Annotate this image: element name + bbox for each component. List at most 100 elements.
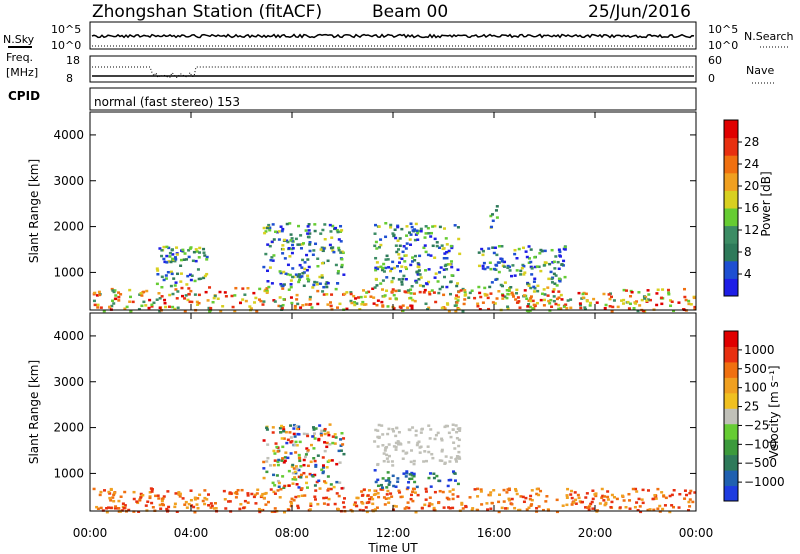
echo-cell [298,278,302,282]
echo-cell [435,241,439,244]
echo-cell [379,265,383,269]
echo-cell [308,295,312,299]
echo-cell [313,280,317,284]
echo-cell [386,258,390,261]
echo-cell [490,225,494,229]
echo-cell [255,492,259,495]
echo-cell [588,304,592,307]
echo-cell [327,433,331,437]
echo-cell [102,309,106,313]
echo-cell [630,291,634,294]
echo-cell [494,263,498,267]
echo-cell [442,293,446,297]
echo-cell [409,263,413,267]
echo-cell [319,232,323,235]
echo-cell [336,282,340,285]
echo-cell [234,496,238,499]
echo-cell [620,494,624,498]
echo-cell [271,426,275,429]
echo-cell [290,301,294,305]
echo-cell [340,263,344,267]
colorbar-swatch [724,408,738,425]
echo-cell [376,435,380,439]
echo-cell [445,268,449,271]
echo-cell [492,489,496,492]
echo-cell [276,450,280,453]
echo-cell [643,297,647,300]
echo-cell [326,503,330,506]
echo-cell [502,265,506,268]
echo-cell [304,453,308,456]
echo-cell [183,297,187,300]
echo-cell [119,293,123,296]
echo-cell [278,296,282,299]
echo-cell [292,432,296,436]
echo-cell [457,444,461,448]
echo-cell [309,504,313,508]
echo-cell [171,305,175,309]
echo-cell [285,441,289,445]
echo-cell [542,304,546,307]
echo-cell [455,460,459,463]
echo-cell [668,510,672,514]
echo-cell [677,506,681,509]
echo-cell [313,459,317,463]
echo-cell [270,240,274,244]
nsearch-label: N.Search [744,30,794,43]
echo-cell [603,306,607,310]
colorbar-swatch [724,454,738,471]
echo-cell [162,257,166,261]
echo-cell [379,238,383,241]
echo-cell [273,507,277,510]
echo-cell [384,479,388,482]
echo-cell [279,271,283,275]
echo-cell [456,482,460,486]
echo-cell [174,258,178,261]
echo-cell [277,458,281,462]
colorbar-swatch [724,172,738,191]
echo-cell [434,272,438,275]
echo-cell [362,289,366,292]
echo-cell [293,476,297,479]
echo-cell [533,287,537,290]
echo-cell [577,291,581,295]
echo-cell [423,236,427,239]
echo-cell [371,497,375,501]
echo-cell [580,500,584,504]
echo-cell [150,303,154,307]
echo-cell [584,496,588,499]
echo-cell [417,269,421,272]
echo-cell [322,285,326,289]
echo-cell [297,495,301,498]
echo-cell [683,295,687,299]
echo-cell [385,453,389,457]
echo-cell [691,500,695,504]
echo-cell [687,302,691,306]
echo-cell [297,433,301,436]
echo-cell [189,278,193,282]
echo-cell [340,229,344,232]
echo-cell [666,288,670,292]
echo-cell [279,305,283,308]
echo-cell [99,490,103,494]
echo-cell [411,229,415,232]
echo-cell [252,291,256,295]
echo-cell [387,427,391,431]
echo-cell [480,247,484,251]
echo-cell [376,462,380,466]
echo-cell [281,252,285,255]
echo-cell [411,426,415,429]
echo-cell [687,500,691,504]
echo-cell [140,294,144,297]
echo-cell [439,266,443,269]
echo-cell [99,506,103,510]
power-colorbar-label: Power [dB] [759,171,773,236]
echo-cell [518,306,522,309]
echo-cell [456,226,460,229]
echo-cell [203,496,207,500]
echo-cell [634,487,638,491]
echo-cell [281,445,285,449]
echo-cell [297,453,301,457]
echo-cell [427,280,431,284]
echo-cell [533,277,537,281]
